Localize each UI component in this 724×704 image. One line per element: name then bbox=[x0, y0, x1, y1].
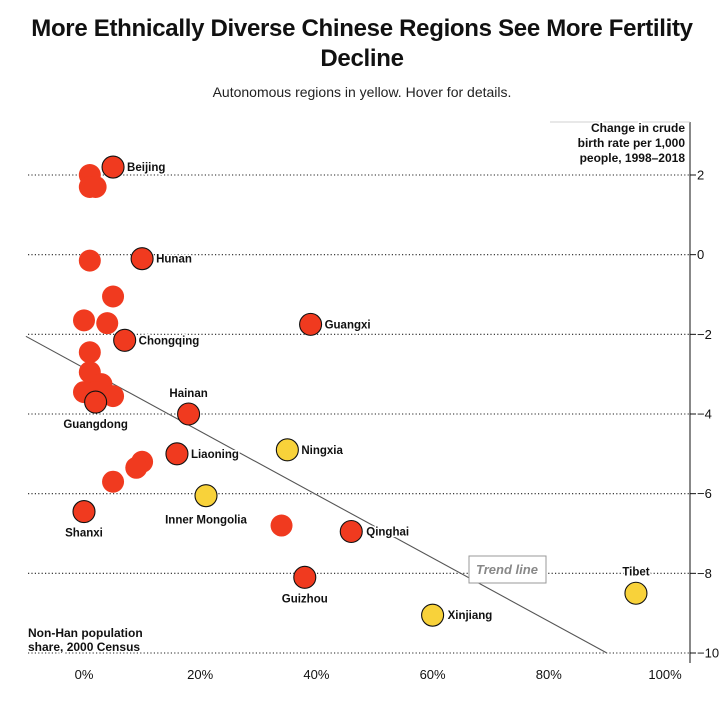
trend-line-label-box bbox=[468, 555, 547, 584]
label-shanxi: Shanxi bbox=[65, 528, 103, 540]
label-chongqing: Chongqing bbox=[139, 335, 200, 347]
point-liaoning[interactable]: Liaoning bbox=[165, 442, 189, 466]
point-guizhou[interactable]: Guizhou bbox=[293, 565, 317, 589]
x-tick-label: 100% bbox=[648, 667, 682, 682]
point-region[interactable] bbox=[84, 175, 107, 198]
x-tick-label: 80% bbox=[536, 667, 562, 682]
label-qinghai: Qinghai bbox=[366, 527, 409, 539]
trend-line-label: Trend line bbox=[476, 562, 538, 577]
point-region[interactable] bbox=[125, 456, 148, 479]
y-axis-label: Change in crude birth rate per 1,000 peopl… bbox=[578, 121, 686, 165]
y-tick-label: −2 bbox=[697, 327, 712, 342]
point-chongqing[interactable]: Chongqing bbox=[113, 328, 137, 352]
label-ningxia: Ningxia bbox=[301, 445, 343, 457]
x-tick-label: 60% bbox=[420, 667, 446, 682]
point-qinghai[interactable]: Qinghai bbox=[339, 519, 363, 544]
chart-subtitle: Autonomous regions in yellow. Hover for … bbox=[212, 84, 512, 100]
y-tick-label: −4 bbox=[697, 407, 712, 422]
point-ningxia[interactable]: Ningxia bbox=[275, 438, 299, 462]
point-hunan[interactable]: Hunan bbox=[130, 247, 154, 271]
point-region[interactable] bbox=[96, 312, 119, 335]
point-guangdong[interactable]: Guangdong bbox=[84, 390, 108, 414]
point-region[interactable] bbox=[102, 470, 125, 493]
y-tick-label: 0 bbox=[697, 247, 704, 262]
point-beijing[interactable]: Beijing bbox=[101, 155, 125, 179]
x-tick-label: 0% bbox=[75, 667, 94, 682]
label-guizhou: Guizhou bbox=[282, 593, 328, 605]
y-tick-label: 2 bbox=[697, 168, 704, 183]
point-region[interactable] bbox=[270, 514, 293, 537]
label-xinjiang: Xinjiang bbox=[448, 610, 493, 622]
x-axis-label: Non-Han population share, 2000 Census bbox=[28, 626, 143, 654]
x-tick-label: 20% bbox=[187, 667, 213, 682]
y-tick-label: −10 bbox=[697, 646, 719, 661]
trend-line bbox=[25, 335, 608, 654]
label-hainan: Hainan bbox=[169, 388, 207, 400]
point-inner-mongolia[interactable]: Inner Mongolia bbox=[194, 484, 218, 508]
point-shanxi[interactable]: Shanxi bbox=[72, 500, 96, 524]
label-guangdong: Guangdong bbox=[63, 419, 128, 431]
point-tibet[interactable]: Tibet bbox=[624, 581, 648, 605]
point-xinjiang[interactable]: Xinjiang bbox=[421, 603, 445, 627]
point-region[interactable] bbox=[73, 309, 95, 332]
label-tibet: Tibet bbox=[622, 566, 649, 578]
label-inner-mongolia: Inner Mongolia bbox=[165, 515, 247, 527]
point-region[interactable] bbox=[102, 385, 125, 408]
y-tick-label: −6 bbox=[697, 486, 712, 501]
label-hunan: Hunan bbox=[156, 254, 192, 266]
label-liaoning: Liaoning bbox=[191, 449, 239, 461]
y-tick-label: −8 bbox=[697, 566, 712, 581]
point-hainan[interactable]: Hainan bbox=[177, 402, 201, 426]
point-region[interactable] bbox=[78, 341, 101, 364]
label-beijing: Beijing bbox=[127, 162, 165, 174]
x-tick-label: 40% bbox=[303, 667, 329, 682]
point-region[interactable] bbox=[102, 285, 125, 308]
point-guangxi[interactable]: Guangxi bbox=[299, 312, 323, 336]
chart-title: More Ethnically Diverse Chinese Regions … bbox=[31, 15, 693, 72]
label-guangxi: Guangxi bbox=[325, 319, 371, 331]
point-region[interactable] bbox=[78, 249, 101, 272]
